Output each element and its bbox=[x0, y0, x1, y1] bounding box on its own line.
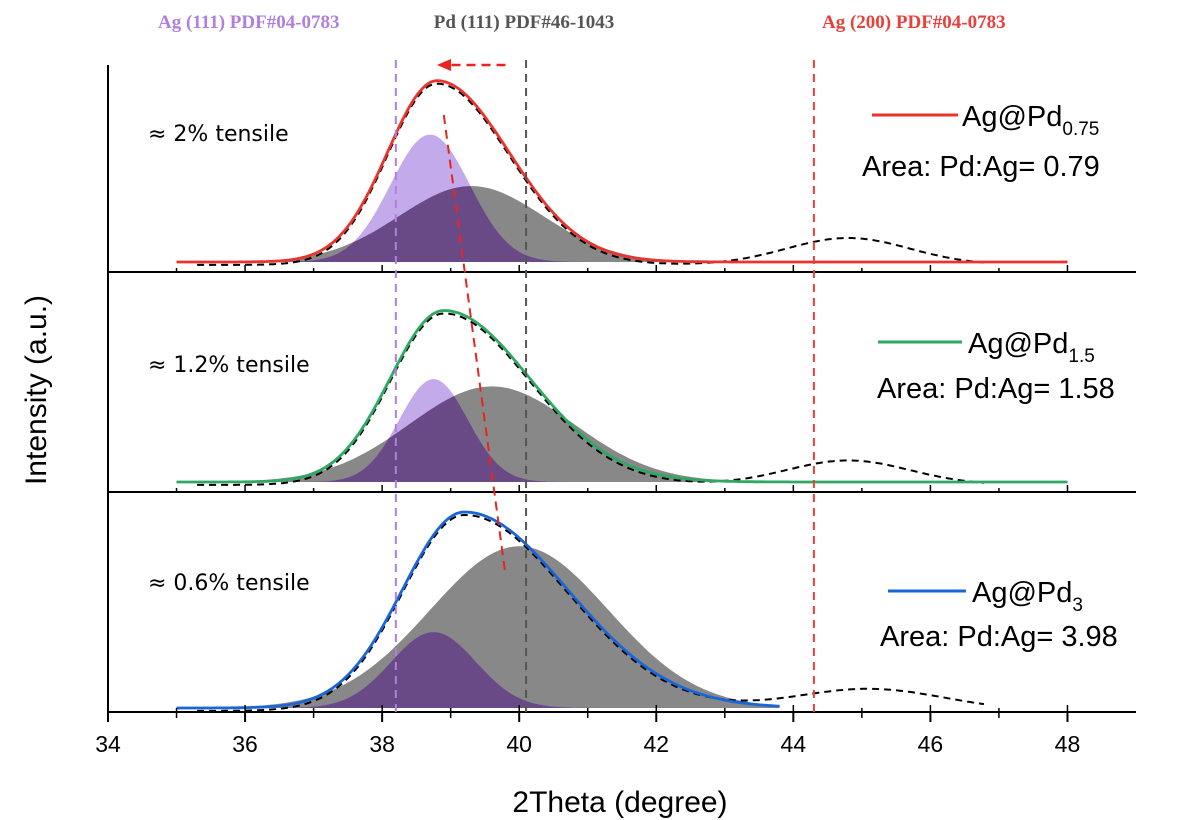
legend-label-panel-1: Ag@Pd0.75 bbox=[962, 101, 1099, 140]
overlap-area-panel-3 bbox=[190, 632, 780, 708]
x-axis-ticks: 34 36 38 40 42 44 46 48 bbox=[95, 712, 1080, 757]
legend-name-panel-2: Ag@Pd bbox=[968, 328, 1068, 360]
pd-peak-area-panel-2 bbox=[190, 386, 780, 482]
x-tick-label-36: 36 bbox=[232, 731, 258, 757]
x-axis-title: 2Theta (degree) bbox=[512, 786, 727, 819]
x-tick-label-42: 42 bbox=[643, 731, 669, 757]
x-tick-label-34: 34 bbox=[95, 731, 121, 757]
reference-lines bbox=[394, 59, 815, 712]
fit-curve-panel-1 bbox=[176, 79, 1068, 264]
x-tick-label-40: 40 bbox=[506, 731, 532, 757]
overlap-area-panel-2 bbox=[190, 386, 780, 482]
panels-layer bbox=[176, 79, 1068, 712]
ref-label-pd111: Pd (111) PDF#46-1043 bbox=[434, 12, 615, 33]
legend-area-panel-2: Area: Pd:Ag= 1.58 bbox=[877, 373, 1115, 405]
ref-label-ag111: Ag (111) PDF#04-0783 bbox=[158, 12, 340, 33]
x-tick-label-38: 38 bbox=[369, 731, 395, 757]
strain-label-panel-2: ≈ 1.2% tensile bbox=[148, 353, 310, 378]
legend-subscript-panel-3: 3 bbox=[1072, 595, 1083, 616]
legend-name-panel-3: Ag@Pd bbox=[972, 577, 1072, 609]
experimental-curve-panel-1 bbox=[197, 82, 984, 266]
y-axis-title: Intensity (a.u.) bbox=[20, 295, 53, 485]
legend-panel-1: Ag@Pd0.75 Area: Pd:Ag= 0.79 bbox=[862, 101, 1100, 183]
experimental-curve-panel-2 bbox=[197, 312, 985, 486]
legend-subscript-panel-1: 0.75 bbox=[1062, 119, 1099, 140]
legend-area-panel-1: Area: Pd:Ag= 0.79 bbox=[862, 151, 1100, 183]
panel-1 bbox=[176, 79, 1068, 266]
legend-label-panel-3: Ag@Pd3 bbox=[972, 577, 1083, 616]
x-tick-label-46: 46 bbox=[918, 731, 944, 757]
experimental-curve-panel-3 bbox=[197, 514, 985, 712]
overlap-area-panel-1 bbox=[190, 186, 780, 262]
legend-subscript-panel-2: 1.5 bbox=[1068, 346, 1094, 367]
legend-label-panel-2: Ag@Pd1.5 bbox=[968, 328, 1095, 367]
legend-area-panel-3: Area: Pd:Ag= 3.98 bbox=[880, 621, 1118, 653]
axes-frame bbox=[107, 65, 1136, 713]
legend-panel-3: Ag@Pd3 Area: Pd:Ag= 3.98 bbox=[880, 577, 1118, 653]
x-tick-label-48: 48 bbox=[1055, 731, 1081, 757]
legend-panel-2: Ag@Pd1.5 Area: Pd:Ag= 1.58 bbox=[877, 328, 1115, 405]
panel-3 bbox=[176, 510, 985, 712]
pd-peak-area-panel-3 bbox=[190, 546, 780, 708]
strain-label-panel-3: ≈ 0.6% tensile bbox=[148, 571, 310, 596]
x-tick-label-44: 44 bbox=[781, 731, 807, 757]
peak-trend-line bbox=[442, 114, 507, 576]
legend-name-panel-1: Ag@Pd bbox=[962, 101, 1062, 133]
fit-curve-panel-3 bbox=[176, 510, 780, 710]
shift-arrow-head bbox=[436, 59, 451, 71]
ref-label-ag200: Ag (200) PDF#04-0783 bbox=[822, 12, 1006, 33]
fit-curve-panel-2 bbox=[176, 309, 1068, 484]
strain-label-panel-1: ≈ 2% tensile bbox=[148, 122, 289, 147]
panel-2 bbox=[176, 309, 1068, 486]
